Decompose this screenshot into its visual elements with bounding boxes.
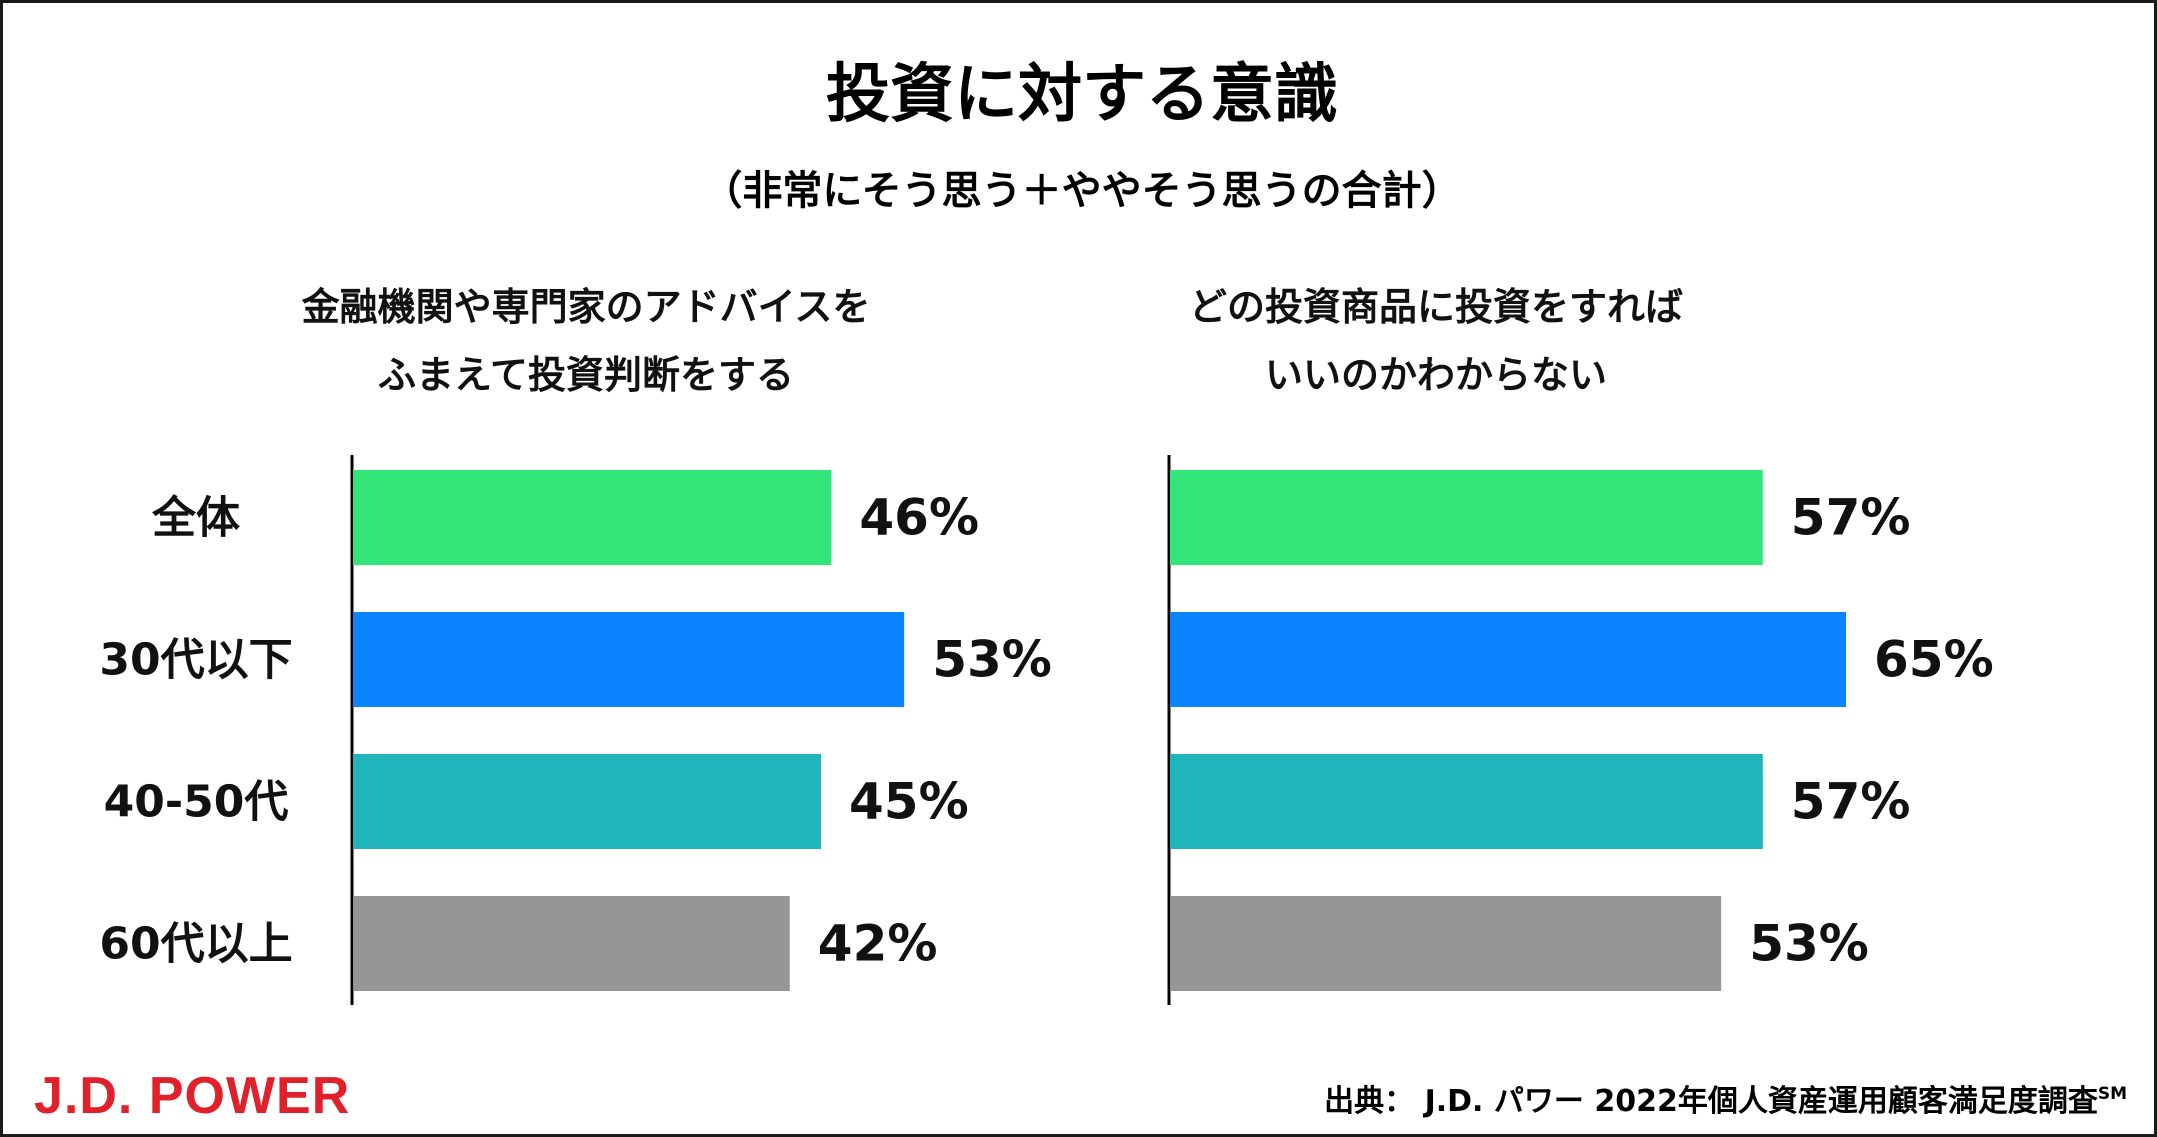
category-label: 全体 — [151, 493, 240, 544]
bar-left-0 — [353, 470, 832, 565]
source-superscript: SM — [2097, 1084, 2127, 1104]
bar-right-2 — [1170, 754, 1763, 849]
category-label: 60代以上 — [99, 919, 292, 970]
value-label: 46% — [859, 489, 979, 547]
source-text: 出典： J.D. パワー 2022年個人資産運用顧客満足度調査 — [1324, 1084, 2098, 1119]
bar-right-0 — [1170, 470, 1763, 565]
value-label: 53% — [932, 631, 1052, 689]
bar-left-1 — [353, 612, 905, 707]
right-panel-title-line-2: いいのかわからない — [1265, 353, 1607, 397]
value-label: 45% — [849, 773, 969, 831]
chart-title: 投資に対する意識 — [826, 58, 1338, 132]
category-label: 40-50代 — [104, 777, 289, 828]
left-panel-title-line-1: 金融機関や専門家のアドバイスを — [301, 285, 871, 329]
category-label: 30代以下 — [99, 635, 292, 686]
bar-right-3 — [1170, 896, 1722, 991]
left-panel-title-line-2: ふまえて投資判断をする — [378, 353, 794, 397]
source-note: 出典： J.D. パワー 2022年個人資産運用顧客満足度調査SM — [1324, 1076, 2127, 1120]
value-label: 57% — [1791, 489, 1911, 547]
chart-subtitle: （非常にそう思う＋ややそう思うの合計） — [702, 168, 1461, 214]
value-label: 65% — [1874, 631, 1994, 689]
bar-left-3 — [353, 896, 790, 991]
jd-power-logo: J.D. POWER — [34, 1067, 351, 1125]
bar-right-1 — [1170, 612, 1846, 707]
value-label: 42% — [818, 915, 938, 973]
value-label: 57% — [1791, 773, 1911, 831]
right-panel-title-line-1: どの投資商品に投資をすれば — [1189, 285, 1683, 329]
value-label: 53% — [1749, 915, 1869, 973]
bar-left-2 — [353, 754, 821, 849]
